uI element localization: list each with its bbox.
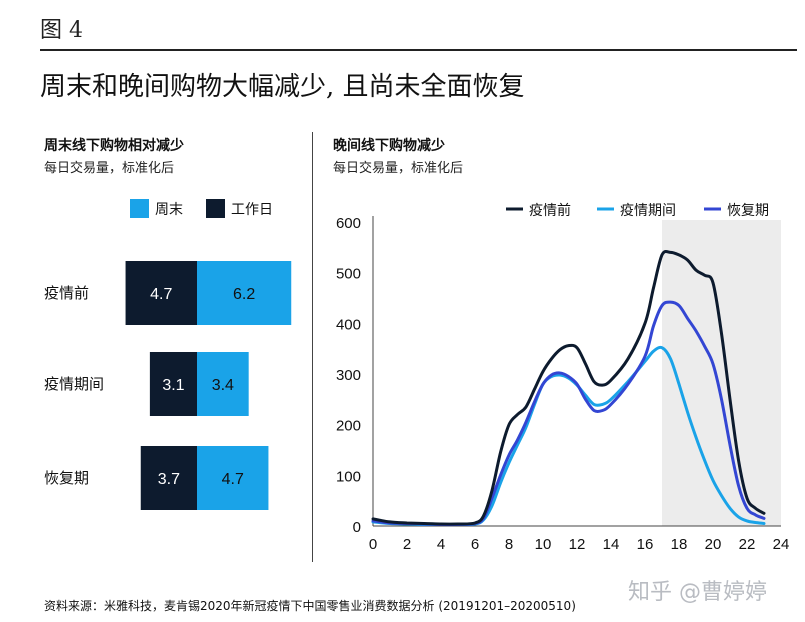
data-label-weekday: 3.1 <box>162 377 184 394</box>
x-tick-label: 4 <box>437 536 445 553</box>
page-title: 周末和晚间购物大幅减少, 且尚未全面恢复 <box>40 72 525 102</box>
top-rule <box>40 49 797 51</box>
x-tick-label: 22 <box>739 536 756 553</box>
source-note: 资料来源：米雅科技，麦肯锡2020年新冠疫情下中国零售业消费数据分析 (2019… <box>44 599 576 613</box>
data-label-weekday: 4.7 <box>150 286 172 303</box>
bar-weekday <box>125 261 197 325</box>
panel-divider <box>312 132 313 562</box>
x-tick-label: 12 <box>569 536 586 553</box>
x-tick-label: 16 <box>637 536 654 553</box>
x-tick-label: 6 <box>471 536 479 553</box>
series-line <box>371 249 766 526</box>
left-panel-title: 周末线下购物相对减少 <box>44 138 184 154</box>
watermark: 知乎 @曹婷婷 <box>628 580 767 605</box>
data-label-weekend: 6.2 <box>233 286 255 303</box>
y-tick-label: 200 <box>336 418 361 435</box>
y-tick-label: 500 <box>336 266 361 283</box>
data-label-weekend: 3.4 <box>212 377 234 394</box>
y-tick-label: 300 <box>336 367 361 384</box>
legend-swatch <box>206 199 225 218</box>
legend-label: 疫情前 <box>529 202 571 219</box>
right-panel-subtitle: 每日交易量，标准化后 <box>333 161 464 176</box>
category-label: 疫情期间 <box>44 375 104 393</box>
x-tick-label: 2 <box>403 536 411 553</box>
bar-weekday <box>149 352 197 416</box>
y-tick-label: 0 <box>353 519 361 536</box>
legend-label: 工作日 <box>231 202 273 218</box>
x-tick-label: 8 <box>505 536 513 553</box>
bar-weekday <box>140 446 197 510</box>
category-label: 恢复期 <box>44 469 89 487</box>
bar-weekend <box>197 352 249 416</box>
left-panel-subtitle: 每日交易量，标准化后 <box>44 161 175 176</box>
data-label-weekend: 4.7 <box>222 471 244 488</box>
x-tick-label: 24 <box>773 536 790 553</box>
y-tick-label: 100 <box>336 468 361 485</box>
x-tick-label: 10 <box>535 536 552 553</box>
evening-shade <box>662 220 781 526</box>
x-tick-label: 20 <box>705 536 722 553</box>
bar-weekend <box>197 261 292 325</box>
data-label-weekday: 3.7 <box>158 471 180 488</box>
x-tick-label: 14 <box>603 536 620 553</box>
legend-label: 周末 <box>155 202 183 218</box>
legend-label: 疫情期间 <box>620 203 676 219</box>
y-tick-label: 600 <box>336 215 361 232</box>
legend-swatch <box>130 199 149 218</box>
legend-label: 恢复期 <box>727 202 769 219</box>
bar-weekend <box>197 446 269 510</box>
x-tick-label: 0 <box>369 536 377 553</box>
figure-label: 图 4 <box>40 18 83 43</box>
category-label: 疫情前 <box>44 284 89 302</box>
right-panel-title: 晚间线下购物减少 <box>333 138 445 154</box>
y-tick-label: 400 <box>336 316 361 333</box>
x-tick-label: 18 <box>671 536 688 553</box>
